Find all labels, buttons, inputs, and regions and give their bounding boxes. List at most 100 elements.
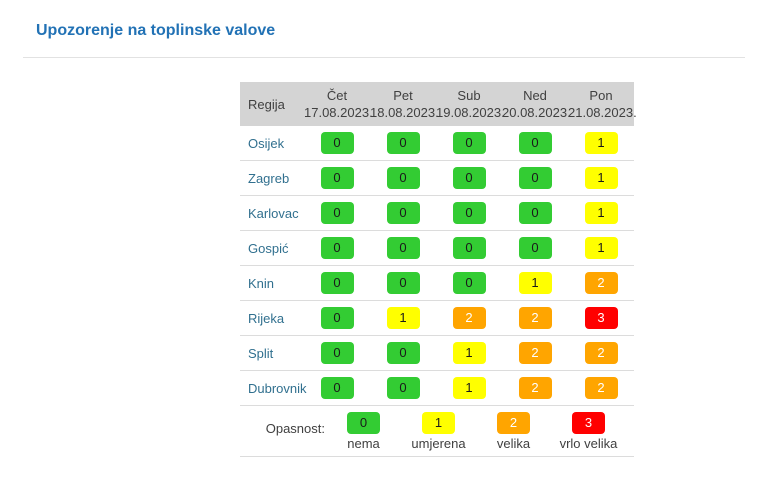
region-cell: Osijek xyxy=(240,136,304,151)
warning-level-badge: 0 xyxy=(320,237,354,259)
legend-row: Opasnost: 0 nema 1 umjerena 2 velika 3 v… xyxy=(240,406,634,457)
warning-cell: 0 xyxy=(370,132,436,154)
legend-badge: 3 xyxy=(572,412,605,434)
table-body: Osijek 0 0 0 0 1 Zagreb 0 0 0 0 1 Karlovac 0 0 0 0 1… xyxy=(240,126,634,406)
day-date: 20.08.2023. xyxy=(502,105,571,120)
day-date: 19.08.2023. xyxy=(436,105,505,120)
region-cell: Split xyxy=(240,346,304,361)
region-link[interactable]: Split xyxy=(248,345,274,361)
day-column-header: Čet 17.08.2023. xyxy=(304,87,373,121)
warning-level-badge: 2 xyxy=(584,377,618,399)
warning-cell: 0 xyxy=(436,167,502,189)
warning-cell: 0 xyxy=(304,272,370,294)
region-link[interactable]: Rijeka xyxy=(248,310,285,326)
warning-level-badge: 0 xyxy=(320,272,354,294)
warning-cell: 1 xyxy=(502,272,568,294)
table-row: Rijeka 0 1 2 2 3 xyxy=(240,301,634,336)
warning-cell: 2 xyxy=(502,377,568,399)
legend-item: 1 umjerena xyxy=(401,406,476,456)
region-link[interactable]: Dubrovnik xyxy=(248,380,307,396)
legend-item-label: velika xyxy=(496,436,531,451)
warning-cell: 0 xyxy=(502,202,568,224)
warning-cell: 0 xyxy=(304,342,370,364)
region-link[interactable]: Osijek xyxy=(248,135,285,151)
warning-level-badge: 1 xyxy=(584,167,618,189)
warning-level-badge: 0 xyxy=(452,132,486,154)
warning-cell: 0 xyxy=(304,132,370,154)
warning-level-badge: 0 xyxy=(386,237,420,259)
table-row: Karlovac 0 0 0 0 1 xyxy=(240,196,634,231)
warning-cell: 0 xyxy=(436,272,502,294)
page: Upozorenje na toplinske valove Regija Če… xyxy=(23,22,745,457)
legend-item-label: vrlo velika xyxy=(559,436,618,451)
warning-level-badge: 2 xyxy=(518,377,552,399)
warning-level-badge: 0 xyxy=(386,132,420,154)
warning-cell: 1 xyxy=(568,167,634,189)
region-link[interactable]: Knin xyxy=(248,275,275,291)
legend-item-label: nema xyxy=(347,436,380,451)
day-date: 17.08.2023. xyxy=(304,105,373,120)
warning-level-badge: 0 xyxy=(320,307,354,329)
warning-level-badge: 2 xyxy=(584,342,618,364)
warning-cell: 1 xyxy=(568,202,634,224)
region-cell: Dubrovnik xyxy=(240,380,307,396)
day-date: 21.08.2023. xyxy=(568,105,637,120)
warning-cell: 0 xyxy=(502,237,568,259)
region-cell: Knin xyxy=(240,276,304,291)
warning-cell: 0 xyxy=(304,377,370,399)
warning-cell: 1 xyxy=(568,237,634,259)
warning-level-badge: 1 xyxy=(518,272,552,294)
day-name: Čet xyxy=(326,88,348,103)
warning-cell: 0 xyxy=(436,202,502,224)
region-link[interactable]: Karlovac xyxy=(248,205,299,221)
warning-level-badge: 0 xyxy=(518,237,552,259)
warning-cell: 0 xyxy=(304,237,370,259)
table-row: Zagreb 0 0 0 0 1 xyxy=(240,161,634,196)
region-column-header: Regija xyxy=(248,96,285,112)
warning-level-badge: 0 xyxy=(386,272,420,294)
legend-item: 3 vrlo velika xyxy=(551,406,626,456)
warning-level-badge: 0 xyxy=(452,202,486,224)
day-date: 18.08.2023. xyxy=(370,105,439,120)
day-column-header: Sub 19.08.2023. xyxy=(436,87,505,121)
warning-level-badge: 3 xyxy=(584,307,618,329)
warning-cell: 1 xyxy=(370,307,436,329)
warning-cell: 0 xyxy=(370,342,436,364)
warning-cell: 1 xyxy=(568,132,634,154)
page-title: Upozorenje na toplinske valove xyxy=(36,22,276,39)
warning-level-badge: 1 xyxy=(452,342,486,364)
day-name: Sub xyxy=(457,88,481,103)
table-row: Knin 0 0 0 1 2 xyxy=(240,266,634,301)
warning-level-badge: 2 xyxy=(518,342,552,364)
day-name: Ned xyxy=(523,88,547,103)
warning-level-badge: 0 xyxy=(320,132,354,154)
warning-cell: 0 xyxy=(502,132,568,154)
legend-badge: 2 xyxy=(497,412,530,434)
warning-level-badge: 0 xyxy=(320,167,354,189)
warning-cell: 2 xyxy=(568,342,634,364)
region-link[interactable]: Gospić xyxy=(248,240,289,256)
warning-level-badge: 2 xyxy=(518,307,552,329)
day-name: Pet xyxy=(393,88,413,103)
table-row: Dubrovnik 0 0 1 2 2 xyxy=(240,371,634,406)
warning-cell: 0 xyxy=(370,202,436,224)
warning-level-badge: 1 xyxy=(386,307,420,329)
warning-level-badge: 0 xyxy=(386,377,420,399)
warning-cell: 0 xyxy=(304,202,370,224)
warning-level-badge: 0 xyxy=(452,272,486,294)
warning-level-badge: 1 xyxy=(452,377,486,399)
warning-cell: 0 xyxy=(304,167,370,189)
warning-cell: 2 xyxy=(436,307,502,329)
warning-cell: 1 xyxy=(436,342,502,364)
warning-level-badge: 1 xyxy=(584,202,618,224)
heat-wave-warning-table: Regija Čet 17.08.2023. Pet 18.08.2023. S… xyxy=(240,82,637,457)
warning-level-badge: 0 xyxy=(386,202,420,224)
warning-level-badge: 0 xyxy=(386,167,420,189)
legend-label: Opasnost: xyxy=(265,421,325,436)
warning-cell: 2 xyxy=(568,272,634,294)
region-link[interactable]: Zagreb xyxy=(248,170,290,186)
day-column-header: Pon 21.08.2023. xyxy=(568,87,637,121)
title-divider xyxy=(23,57,745,58)
region-cell: Rijeka xyxy=(240,311,304,326)
warning-level-badge: 0 xyxy=(518,132,552,154)
